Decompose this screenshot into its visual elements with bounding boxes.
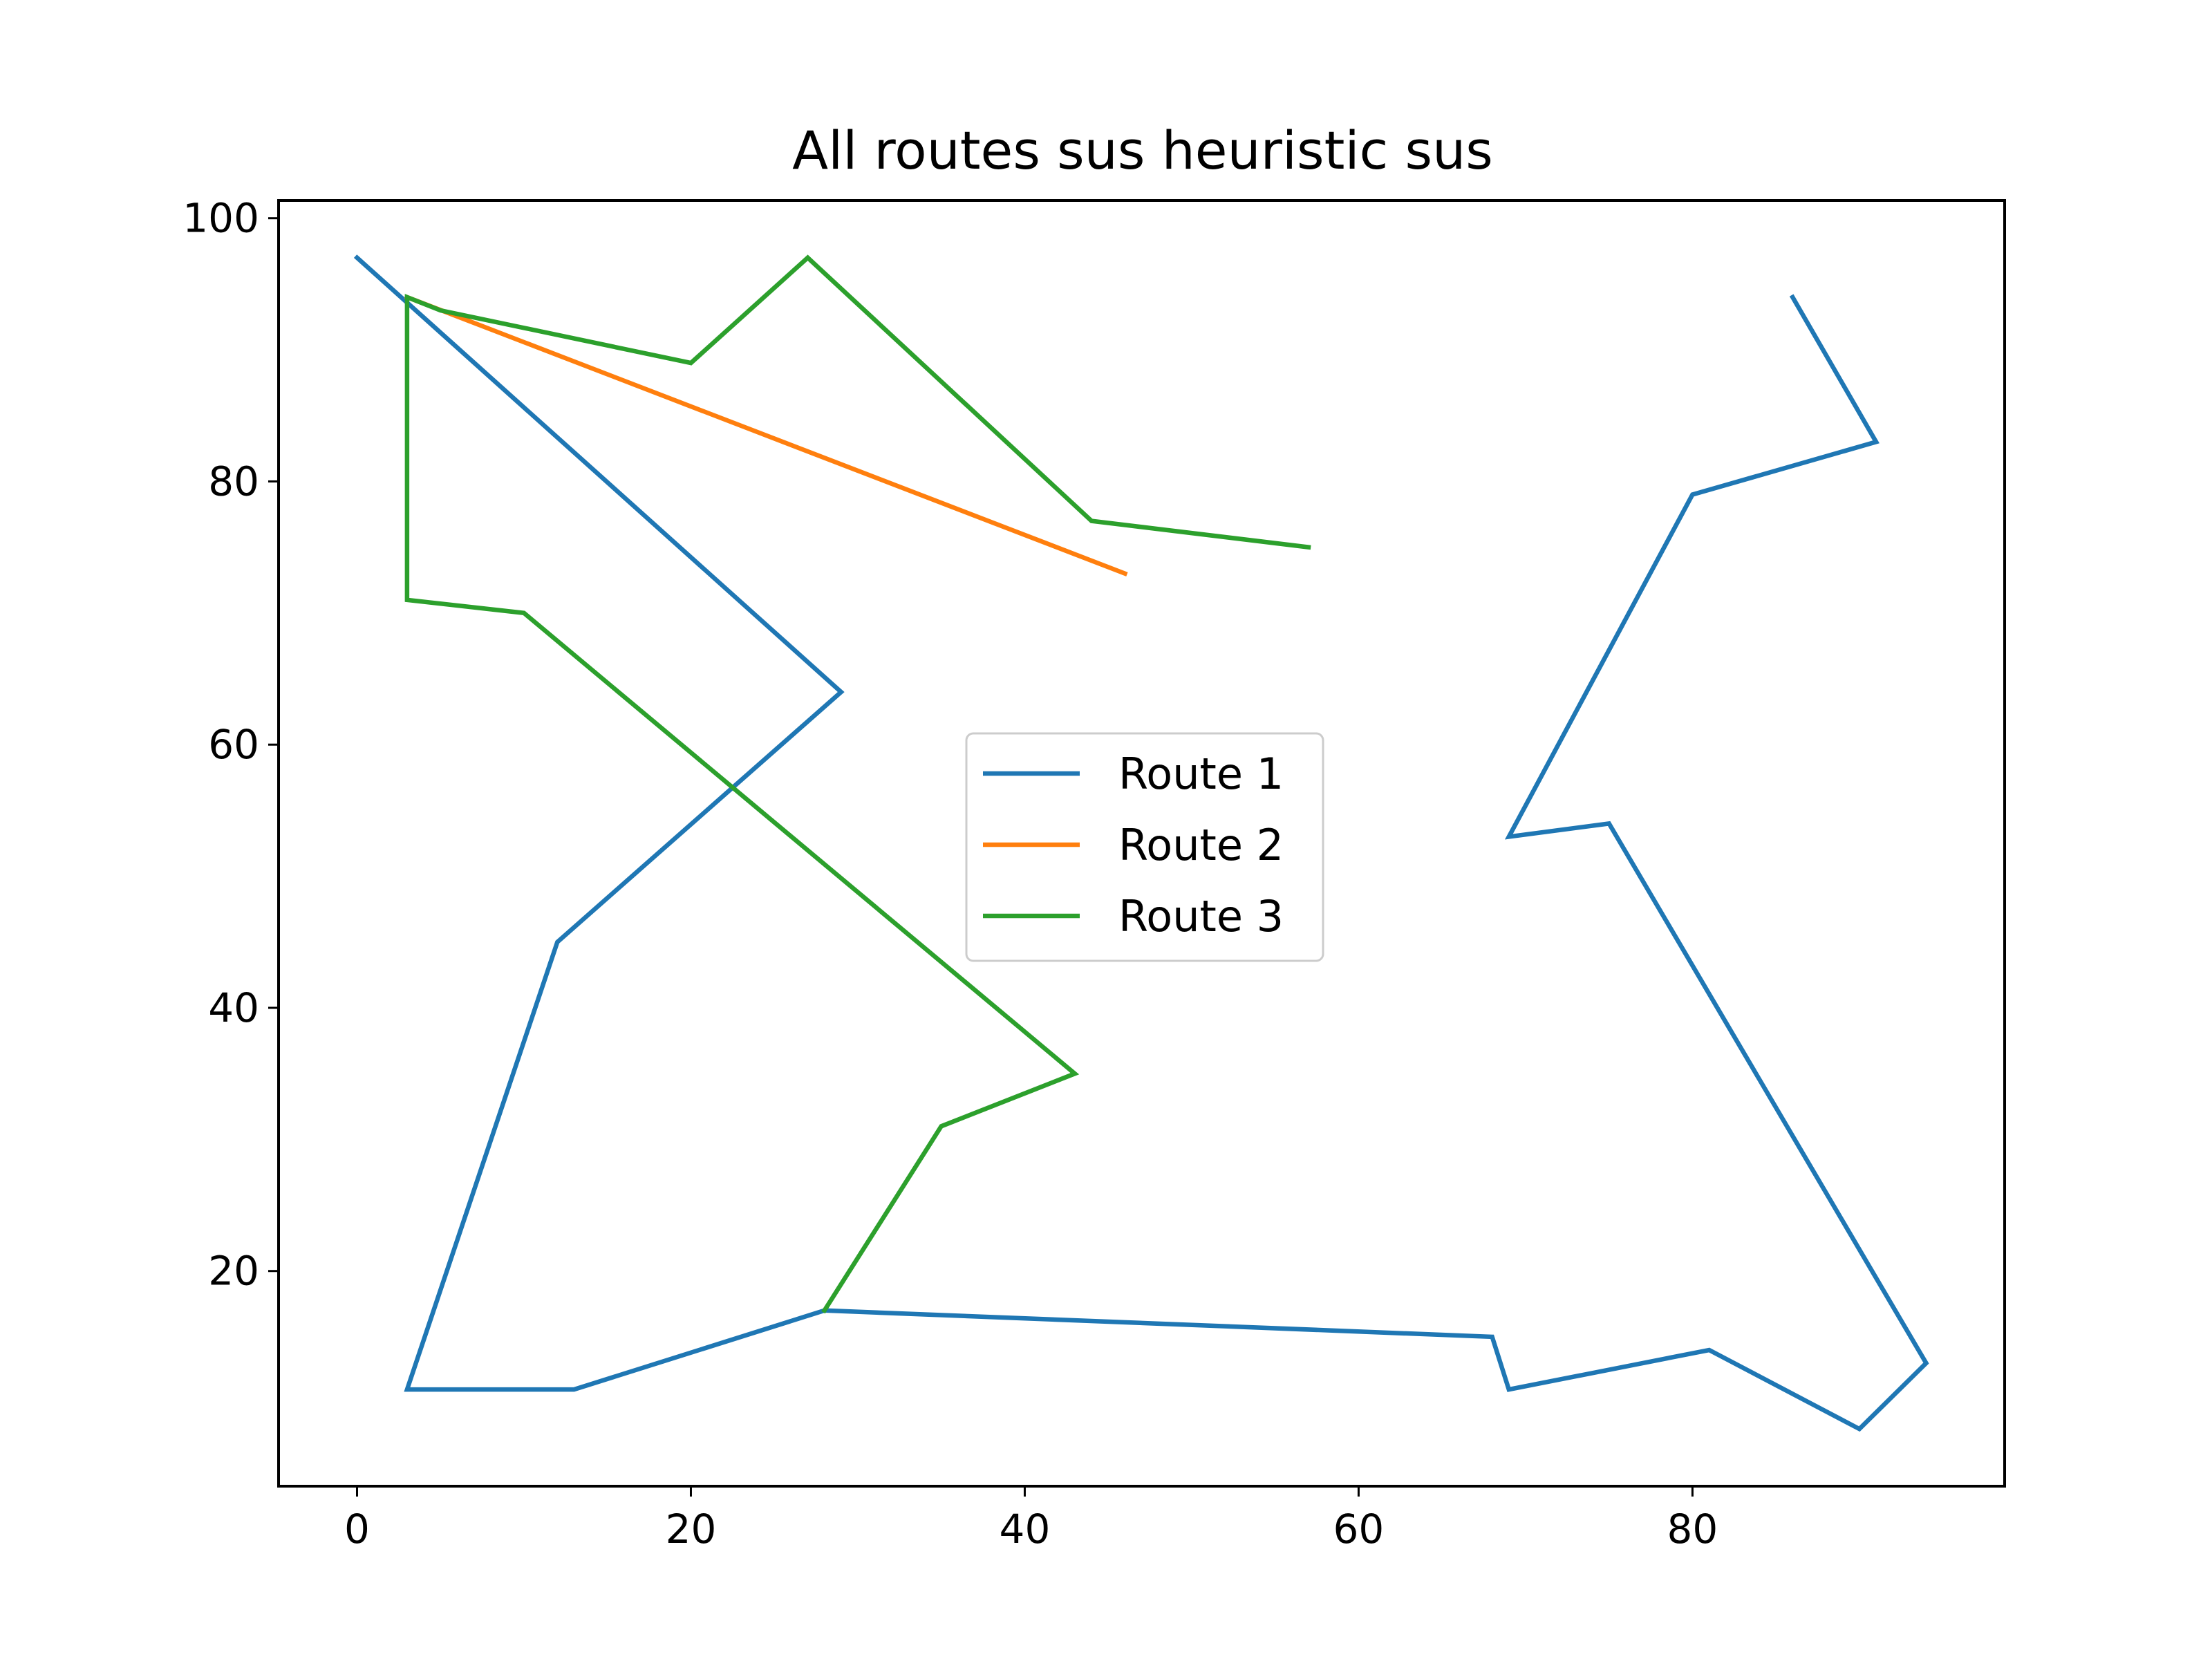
legend: Route 1 Route 2 Route 3 bbox=[965, 732, 1324, 962]
series-line-route-2 bbox=[404, 294, 1128, 577]
y-tick-label: 100 bbox=[182, 195, 259, 242]
y-tick-label: 60 bbox=[208, 721, 259, 768]
y-axis: 20 40 60 80 100 bbox=[182, 195, 279, 1295]
x-tick-label: 80 bbox=[1667, 1506, 1718, 1553]
chart-title: All routes sus heuristic sus bbox=[792, 120, 1493, 181]
x-tick-label: 20 bbox=[666, 1506, 717, 1553]
series-layer bbox=[353, 254, 1929, 1432]
legend-label-route-2: Route 2 bbox=[1118, 820, 1284, 870]
y-tick-label: 20 bbox=[208, 1248, 259, 1295]
x-tick-label: 60 bbox=[1333, 1506, 1385, 1553]
legend-box bbox=[965, 732, 1324, 962]
series-line-route-1 bbox=[353, 254, 1929, 1432]
plot-frame bbox=[277, 199, 2006, 1488]
series-line-route-3 bbox=[404, 254, 1311, 1314]
y-tick-label: 80 bbox=[208, 458, 259, 505]
x-tick-label: 0 bbox=[344, 1506, 370, 1553]
x-axis: 0 20 40 60 80 bbox=[344, 1486, 1718, 1553]
legend-label-route-3: Route 3 bbox=[1118, 891, 1284, 941]
legend-label-route-1: Route 1 bbox=[1118, 749, 1284, 799]
x-tick-label: 40 bbox=[1000, 1506, 1051, 1553]
y-tick-label: 40 bbox=[208, 984, 259, 1031]
